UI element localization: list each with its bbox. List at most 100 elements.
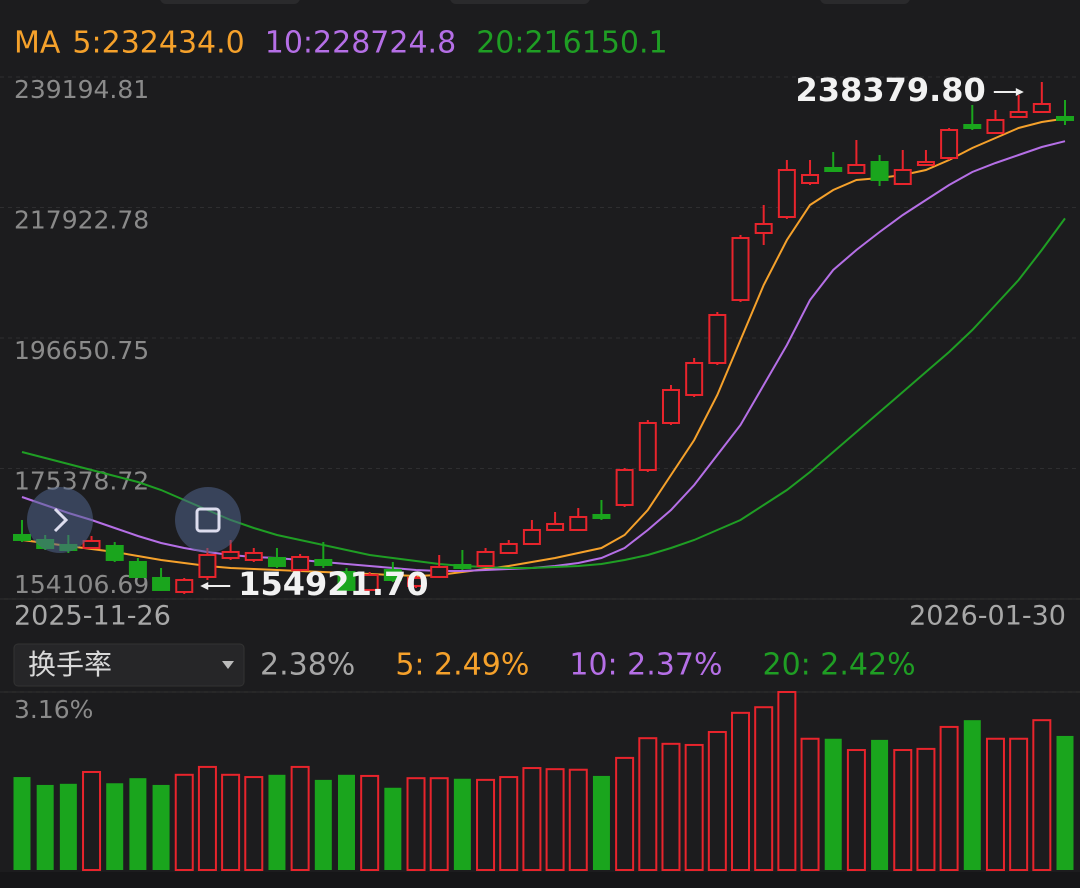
turnover-bar: [754, 706, 774, 871]
candle-body: [128, 560, 147, 578]
candle-body: [430, 565, 449, 578]
turnover-legend: 10: 2.37%: [569, 648, 722, 683]
candle-body: [893, 168, 912, 185]
candle-body: [175, 578, 194, 593]
candle-body: [198, 553, 217, 578]
candle-body: [337, 570, 356, 591]
turnover-bar: [59, 783, 77, 870]
turnover-bar: [916, 747, 936, 871]
candle-body: [82, 539, 101, 549]
low-annotation: 154921.70: [238, 565, 428, 603]
turnover-bar: [476, 778, 496, 871]
turnover-bar: [174, 773, 194, 871]
tab[interactable]: [160, 0, 300, 4]
tab[interactable]: [820, 0, 910, 4]
candle-body: [940, 128, 959, 159]
candle-body: [963, 123, 982, 129]
candle-body: [360, 573, 379, 591]
candle-body: [476, 550, 495, 567]
turnover-bar: [684, 743, 704, 871]
button-icon: [53, 507, 69, 533]
candle-body: [777, 168, 796, 218]
candle-body: [267, 556, 286, 567]
turnover-bar: [197, 765, 217, 871]
indicator-name: 换手率: [28, 648, 112, 681]
ma-line: [21, 117, 1066, 578]
candle-body: [152, 576, 171, 591]
dropdown-arrow: [222, 661, 234, 669]
ma-legend: 10:228724.8: [265, 26, 456, 61]
candle-body: [638, 421, 657, 471]
turnover-bar: [152, 784, 170, 870]
turnover-bar: [1056, 735, 1074, 870]
candle-body: [383, 568, 402, 581]
turnover-bar: [615, 756, 635, 872]
turnover-bar: [985, 737, 1005, 872]
turnover-bar: [337, 774, 355, 870]
candle-body: [986, 118, 1005, 134]
turnover-bar: [846, 749, 866, 871]
candle-body: [13, 533, 31, 541]
turnover-bar: [939, 725, 959, 872]
candle-body: [407, 576, 426, 587]
bottom-strip: [0, 872, 1080, 888]
y-tick-label: 175378.72: [14, 467, 149, 496]
ma-legend-prefix: MA: [14, 26, 61, 61]
turnover-bar: [963, 720, 981, 870]
candle-body: [592, 513, 611, 519]
float-button[interactable]: [175, 487, 241, 553]
turnover-bar: [384, 787, 402, 870]
turnover-bar: [522, 767, 542, 872]
candle-body: [1056, 115, 1074, 121]
candle-body: [522, 528, 541, 545]
turnover-bar: [268, 774, 286, 870]
turnover-bar: [707, 730, 727, 871]
turnover-bar: [13, 777, 31, 870]
y-tick-label: 217922.78: [14, 206, 149, 235]
candle-body: [824, 166, 843, 172]
candle-body: [801, 173, 820, 184]
turnover-bar: [290, 765, 310, 871]
candle-body: [105, 544, 124, 561]
turnover-bar: [429, 777, 449, 871]
candle-body: [731, 236, 750, 301]
y-tick-label: 154106.69: [14, 570, 149, 599]
annotation-arrow-head: [1015, 87, 1024, 96]
annotation-arrow-head: [200, 582, 209, 591]
button-icon: [195, 507, 221, 533]
candle-body: [708, 313, 727, 364]
candle-body: [916, 160, 935, 166]
candle-body: [453, 563, 472, 569]
tab[interactable]: [450, 0, 590, 4]
turnover-bar: [360, 774, 380, 871]
indicator-select[interactable]: [13, 643, 245, 687]
candle-body: [754, 222, 773, 234]
turnover-legend: 5: 2.49%: [395, 648, 529, 683]
turnover-legend: 2.38%: [260, 648, 355, 683]
turnover-bar: [106, 783, 124, 870]
turnover-bar: [221, 773, 241, 871]
x-tick-label: 2025-11-26: [14, 601, 171, 632]
turnover-bar: [731, 711, 751, 872]
turnover-bar: [568, 768, 588, 872]
candle-body: [569, 515, 588, 531]
candle-body: [685, 361, 704, 396]
turnover-bar: [661, 742, 681, 872]
turnover-bar: [36, 784, 54, 870]
high-annotation: 238379.80: [796, 71, 986, 109]
turnover-bar: [1009, 737, 1029, 872]
float-button[interactable]: [27, 487, 93, 553]
candle-body: [1009, 110, 1028, 118]
turnover-bar: [777, 691, 797, 871]
turnover-legend: 20: 2.42%: [762, 648, 915, 683]
turnover-bar: [499, 776, 519, 871]
turnover-bar: [129, 778, 147, 870]
turnover-bar: [82, 770, 102, 872]
candle-body: [870, 160, 889, 181]
turnover-bar: [871, 739, 889, 870]
candle-body: [314, 558, 333, 566]
turnover-bar: [1032, 719, 1052, 871]
turnover-bar: [800, 737, 820, 872]
